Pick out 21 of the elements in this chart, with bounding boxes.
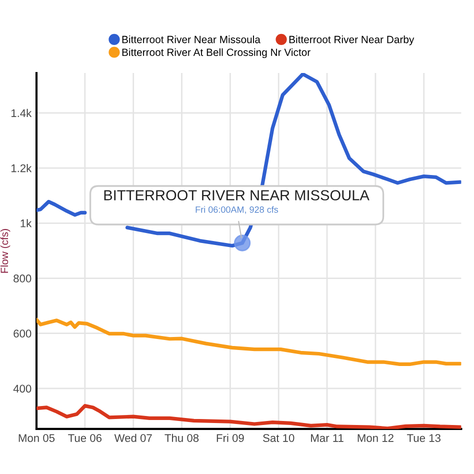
y-tick-label: 600 [14,330,32,338]
y-tick-label: 400 [13,384,32,393]
y-tick-label: 1.4k [11,108,32,117]
x-tick-label: Fri 09 [216,434,244,442]
x-tick-label: Thu 08 [164,434,199,442]
x-tick-label: Sat 10 [263,434,294,442]
y-tick-label: 1k [20,219,32,228]
legend-label: Bitterroot River Near Missoula [122,36,260,44]
y-axis-title: Flow (cfs) [0,229,10,273]
x-tick-label: Tue 13 [407,434,440,442]
y-tick-label: 800 [14,274,32,282]
legend-label: Bitterroot River Near Darby [289,36,414,46]
x-tick-label: Mon 05 [18,434,55,442]
x-tick-label: Mon 12 [358,434,394,442]
x-tick-label: Tue 06 [68,434,102,442]
y-tick-label: 1.2k [11,164,32,172]
x-tick-label: Wed 07 [114,434,152,442]
annotation: Fri 06:00AM, 928 cfs [196,206,278,214]
annotation: BITTERROOT RIVER NEAR MISSOULA [104,190,370,200]
legend-label: Bitterroot River At Bell Crossing Nr Victor [122,48,310,58]
x-tick-label: Mar 11 [311,434,344,442]
